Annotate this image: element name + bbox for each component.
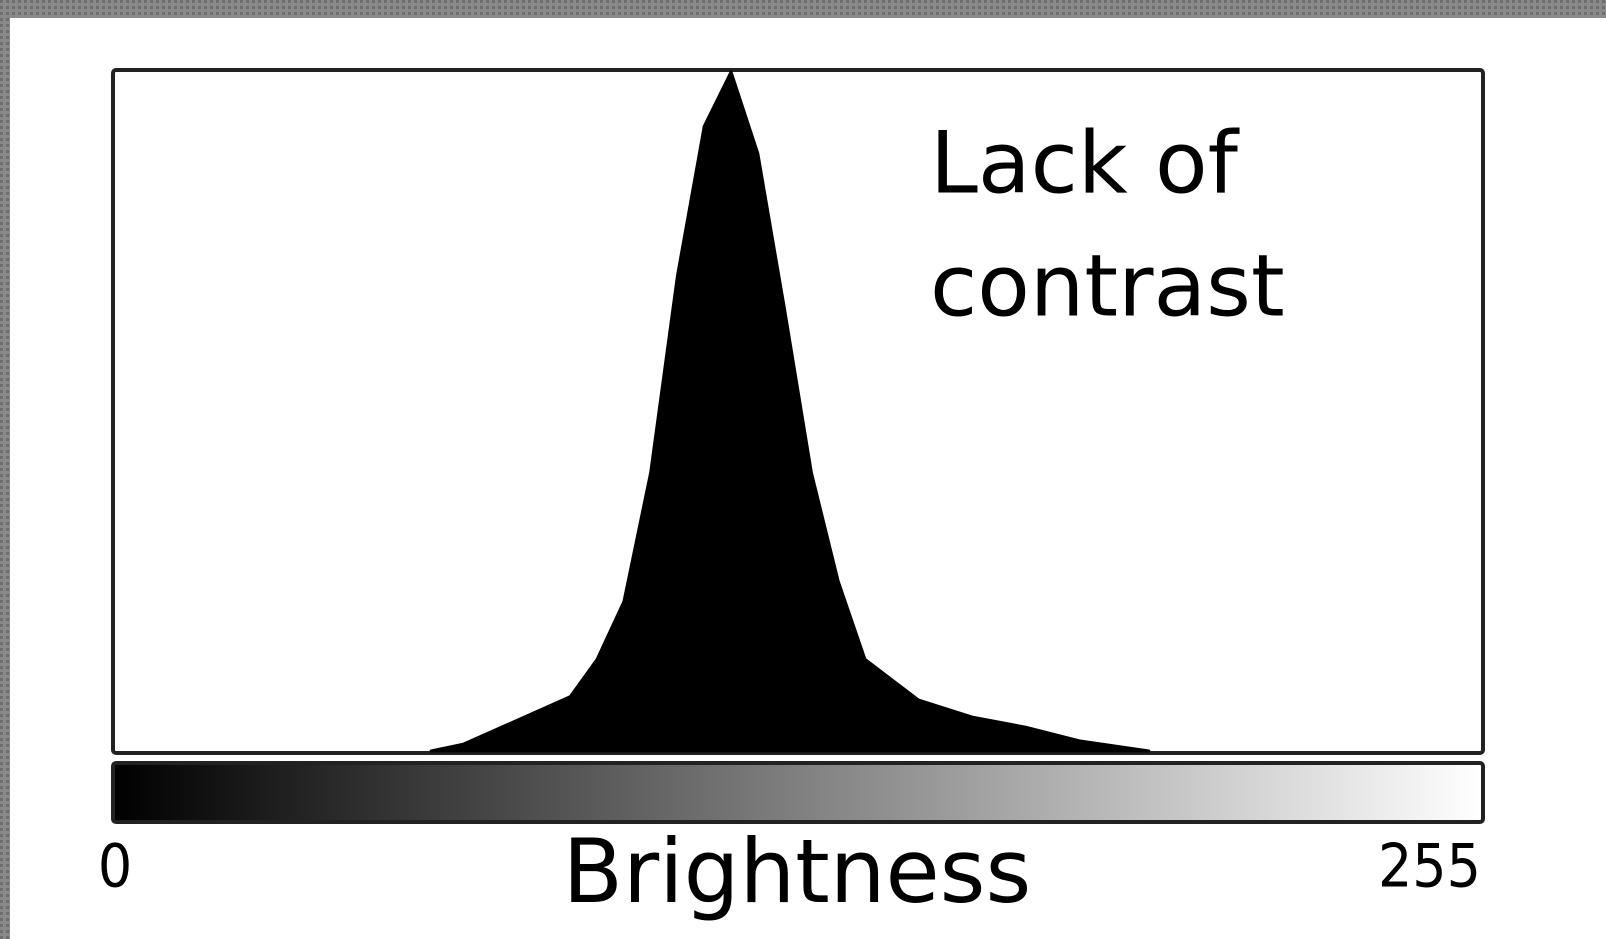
annotation: Lack of: [930, 113, 1240, 213]
histogram-area: [429, 70, 1151, 753]
x-tick-label: 0: [98, 832, 132, 901]
annotation: contrast: [930, 236, 1285, 336]
x-axis-label: Brightness: [563, 820, 1032, 923]
x-tick-label: 255: [1378, 832, 1481, 901]
colorbar: [111, 761, 1485, 824]
